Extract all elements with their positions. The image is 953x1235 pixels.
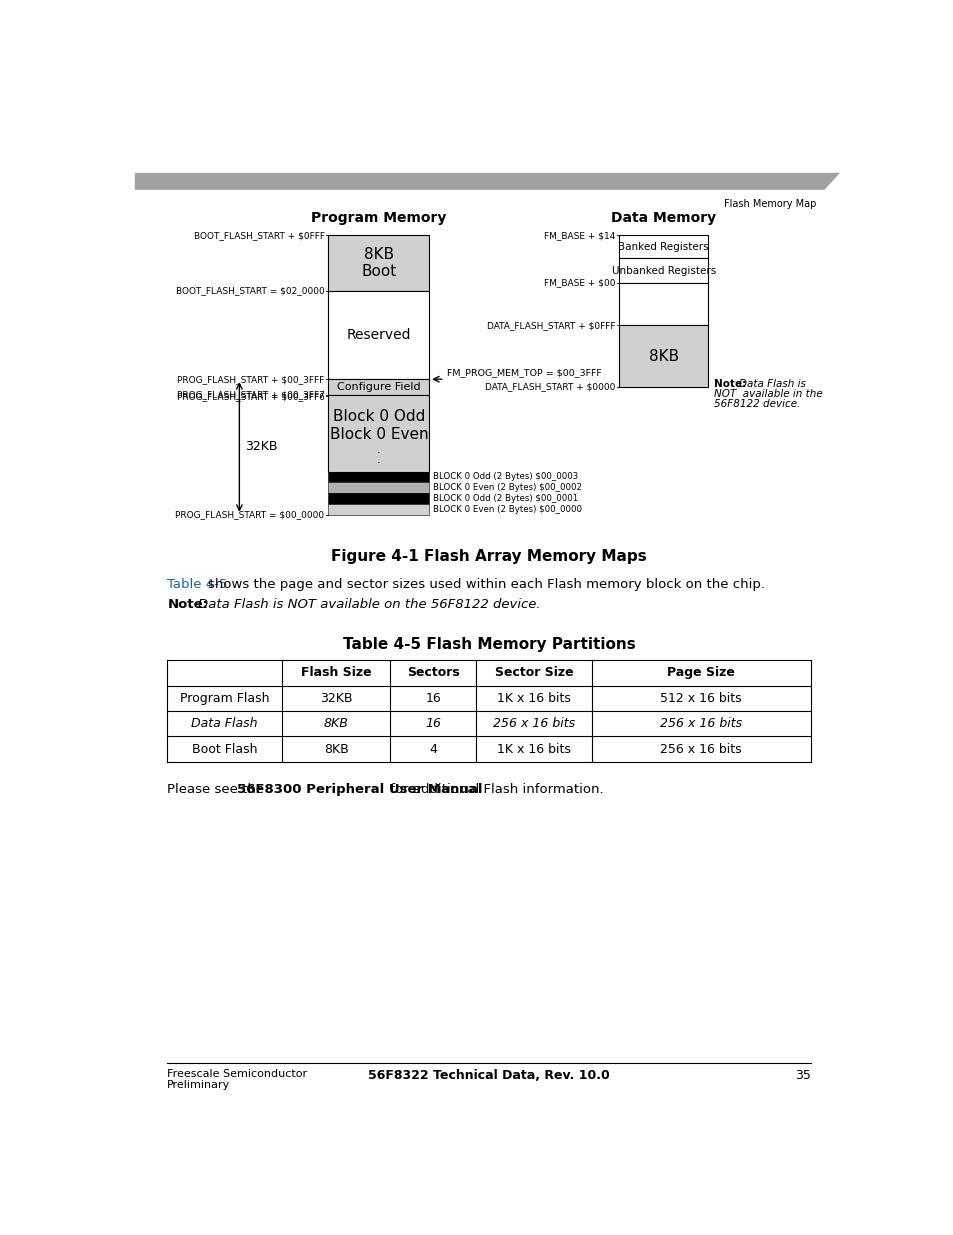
Text: Preliminary: Preliminary [167, 1079, 231, 1091]
Text: Sectors: Sectors [406, 667, 459, 679]
Text: 8KB: 8KB [648, 348, 678, 363]
Text: 56F8300 Peripheral User Manual: 56F8300 Peripheral User Manual [236, 783, 482, 797]
Text: 256 x 16 bits: 256 x 16 bits [659, 718, 741, 730]
Text: 8KB: 8KB [323, 718, 349, 730]
Text: Data Flash is NOT available on the 56F8122 device.: Data Flash is NOT available on the 56F81… [198, 598, 540, 611]
Text: PROG_FLASH_START + $00_3FF7: PROG_FLASH_START + $00_3FF7 [176, 390, 324, 399]
Text: 8KB
Boot: 8KB Boot [361, 247, 396, 279]
Text: Boot Flash: Boot Flash [192, 742, 257, 756]
Bar [328, 379, 429, 395]
Text: Sector Size: Sector Size [494, 667, 573, 679]
Text: Table 4-5: Table 4-5 [167, 578, 228, 590]
Bar [328, 235, 429, 290]
Text: .
.
.: . . . [376, 445, 380, 475]
Text: 256 x 16 bits: 256 x 16 bits [659, 742, 741, 756]
Text: Flash Size: Flash Size [300, 667, 371, 679]
Text: 16: 16 [425, 718, 440, 730]
Text: 8KB: 8KB [323, 742, 348, 756]
Text: Block 0 Odd
Block 0 Even: Block 0 Odd Block 0 Even [329, 409, 428, 442]
Text: Data Flash is: Data Flash is [739, 379, 805, 389]
Bar [328, 395, 429, 472]
Text: 256 x 16 bits: 256 x 16 bits [493, 718, 575, 730]
Text: Unbanked Registers: Unbanked Registers [611, 266, 715, 275]
Text: 32KB: 32KB [319, 692, 352, 705]
Text: FM_BASE + $00: FM_BASE + $00 [543, 278, 615, 288]
Text: Note:: Note: [714, 379, 750, 389]
Bar [618, 235, 707, 258]
Bar [328, 493, 429, 504]
Text: Please see the: Please see the [167, 783, 269, 797]
Bar [618, 283, 707, 325]
Text: DATA_FLASH_START + $0000: DATA_FLASH_START + $0000 [484, 383, 615, 391]
Text: 512 x 16 bits: 512 x 16 bits [659, 692, 741, 705]
Text: 16: 16 [425, 692, 440, 705]
Text: BOOT_FLASH_START = $02_0000: BOOT_FLASH_START = $02_0000 [175, 287, 324, 295]
Text: 4: 4 [429, 742, 436, 756]
Text: shows the page and sector sizes used within each Flash memory block on the chip.: shows the page and sector sizes used wit… [208, 578, 764, 590]
Text: DATA_FLASH_START + $0FFF: DATA_FLASH_START + $0FFF [486, 321, 615, 330]
Text: Flash Memory Map: Flash Memory Map [723, 199, 816, 209]
Text: Reserved: Reserved [346, 329, 411, 342]
Text: Program Memory: Program Memory [311, 211, 446, 225]
Text: 56F8122 device.: 56F8122 device. [714, 399, 800, 409]
Bar [328, 483, 429, 493]
Bar [618, 258, 707, 283]
Polygon shape [134, 173, 840, 190]
Text: Data Memory: Data Memory [610, 211, 715, 225]
Text: Banked Registers: Banked Registers [618, 242, 708, 252]
Text: BLOCK 0 Even (2 Bytes) $00_0002: BLOCK 0 Even (2 Bytes) $00_0002 [433, 483, 581, 493]
Text: 56F8322 Technical Data, Rev. 10.0: 56F8322 Technical Data, Rev. 10.0 [368, 1070, 609, 1082]
Text: Data Flash: Data Flash [192, 718, 257, 730]
Bar [618, 325, 707, 387]
Text: Page Size: Page Size [667, 667, 735, 679]
Text: Table 4-5 Flash Memory Partitions: Table 4-5 Flash Memory Partitions [342, 637, 635, 652]
Text: BLOCK 0 Odd (2 Bytes) $00_0001: BLOCK 0 Odd (2 Bytes) $00_0001 [433, 494, 578, 503]
Text: 32KB: 32KB [245, 441, 277, 453]
Text: Freescale Semiconductor: Freescale Semiconductor [167, 1070, 307, 1079]
Text: Note:: Note: [167, 598, 208, 611]
Text: Figure 4-1 Flash Array Memory Maps: Figure 4-1 Flash Array Memory Maps [331, 548, 646, 564]
Bar [328, 472, 429, 483]
Text: BOOT_FLASH_START + $0FFF: BOOT_FLASH_START + $0FFF [193, 231, 324, 240]
Bar [328, 290, 429, 379]
Text: Program Flash: Program Flash [180, 692, 269, 705]
Text: BLOCK 0 Odd (2 Bytes) $00_0003: BLOCK 0 Odd (2 Bytes) $00_0003 [433, 473, 578, 482]
Text: NOT  available in the: NOT available in the [714, 389, 822, 399]
Text: PROG_FLASH_START = $00_0000: PROG_FLASH_START = $00_0000 [175, 510, 324, 519]
Text: FM_BASE + $14: FM_BASE + $14 [543, 231, 615, 240]
Text: 1K x 16 bits: 1K x 16 bits [497, 692, 570, 705]
Text: BLOCK 0 Even (2 Bytes) $00_0000: BLOCK 0 Even (2 Bytes) $00_0000 [433, 505, 581, 514]
Text: Configure Field: Configure Field [336, 382, 420, 391]
Text: FM_PROG_MEM_TOP = $00_3FFF: FM_PROG_MEM_TOP = $00_3FFF [447, 368, 601, 377]
Bar [328, 504, 429, 515]
Text: PROG_FLASH_START + $00_3FFF: PROG_FLASH_START + $00_3FFF [177, 374, 324, 384]
Text: 35: 35 [794, 1070, 810, 1082]
Text: 1K x 16 bits: 1K x 16 bits [497, 742, 570, 756]
Text: PROG_FLASH_START + $00_3FF6: PROG_FLASH_START + $00_3FF6 [176, 391, 324, 400]
Text: for additional Flash information.: for additional Flash information. [385, 783, 603, 797]
